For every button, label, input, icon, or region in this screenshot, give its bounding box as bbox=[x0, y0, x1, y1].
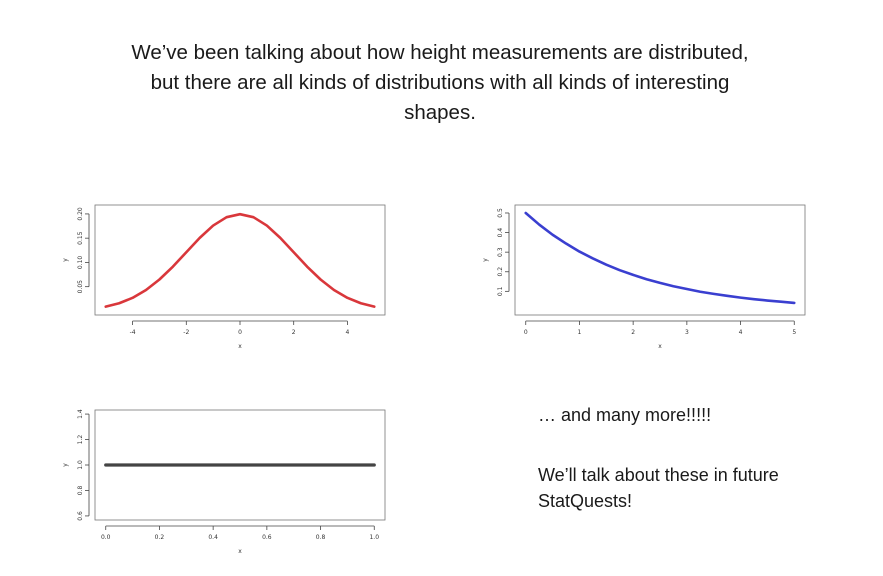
y-tick-label: 0.1 bbox=[497, 286, 504, 296]
title-line: shapes. bbox=[404, 101, 476, 124]
y-tick-label: 0.6 bbox=[77, 511, 84, 521]
y-tick-label: 1.0 bbox=[77, 460, 84, 470]
y-tick-label: 0.2 bbox=[497, 267, 504, 277]
y-tick-label: 0.10 bbox=[77, 256, 84, 270]
x-tick-label: 4 bbox=[345, 329, 349, 336]
future-statquests-note: We’ll talk about these in future StatQue… bbox=[538, 465, 779, 511]
plot-frame bbox=[514, 204, 806, 316]
title-line: We’ve been talking about how height meas… bbox=[131, 41, 749, 64]
x-tick-label: 0 bbox=[524, 329, 528, 336]
x-axis-label: x bbox=[238, 548, 242, 555]
series-line bbox=[104, 212, 376, 308]
y-tick-label: 0.05 bbox=[77, 280, 84, 294]
y-axis-label: y bbox=[482, 258, 489, 262]
y-axis-label: y bbox=[62, 258, 69, 262]
x-axis-label: x bbox=[658, 343, 662, 350]
y-tick-label: 0.3 bbox=[497, 247, 504, 257]
y-tick-label: 1.2 bbox=[77, 435, 84, 445]
x-tick-label: 0.6 bbox=[262, 534, 272, 541]
y-tick-label: 0.5 bbox=[497, 208, 504, 218]
x-tick-label: 2 bbox=[631, 329, 635, 336]
x-tick-label: 0.8 bbox=[316, 534, 326, 541]
y-axis-label: y bbox=[62, 463, 69, 467]
series-line bbox=[524, 211, 796, 305]
slide-title: We’ve been talking about how height meas… bbox=[60, 38, 820, 128]
x-tick-label: 0 bbox=[238, 329, 242, 336]
y-tick-label: 0.20 bbox=[77, 207, 84, 221]
x-tick-label: 0.0 bbox=[101, 534, 111, 541]
uniform-distribution-chart: 0.0 0.2 0.4 0.6 0.8 1.0 x 0.6 0.8 1.0 1.2 1.4 y bbox=[62, 409, 386, 555]
title-line: but there are all kinds of distributions… bbox=[150, 71, 730, 94]
x-tick-label: 0.2 bbox=[155, 534, 165, 541]
x-tick-label: 1.0 bbox=[369, 534, 379, 541]
plot-frame bbox=[94, 409, 386, 521]
x-tick-label: 4 bbox=[739, 329, 743, 336]
y-tick-label: 0.15 bbox=[77, 231, 84, 245]
x-axis-label: x bbox=[238, 343, 242, 350]
x-tick-label: 1 bbox=[578, 329, 582, 336]
x-tick-label: -4 bbox=[130, 329, 136, 336]
x-tick-label: 5 bbox=[792, 329, 796, 336]
y-tick-label: 0.4 bbox=[497, 228, 504, 238]
x-tick-label: 3 bbox=[685, 329, 689, 336]
plot-frame bbox=[94, 204, 386, 316]
y-tick-label: 1.4 bbox=[77, 409, 84, 419]
x-tick-label: -2 bbox=[183, 329, 189, 336]
y-tick-label: 0.8 bbox=[77, 486, 84, 496]
more-distributions-note: … and many more!!!!! bbox=[538, 405, 712, 425]
exponential-distribution-chart: 0 1 2 3 4 5 x 0.1 0.2 0.3 0.4 0.5 y bbox=[482, 204, 806, 350]
normal-distribution-chart: -4 -2 0 2 4 x 0.05 0.10 0.15 0.20 y bbox=[62, 204, 386, 350]
x-tick-label: 2 bbox=[292, 329, 296, 336]
x-tick-label: 0.4 bbox=[208, 534, 218, 541]
